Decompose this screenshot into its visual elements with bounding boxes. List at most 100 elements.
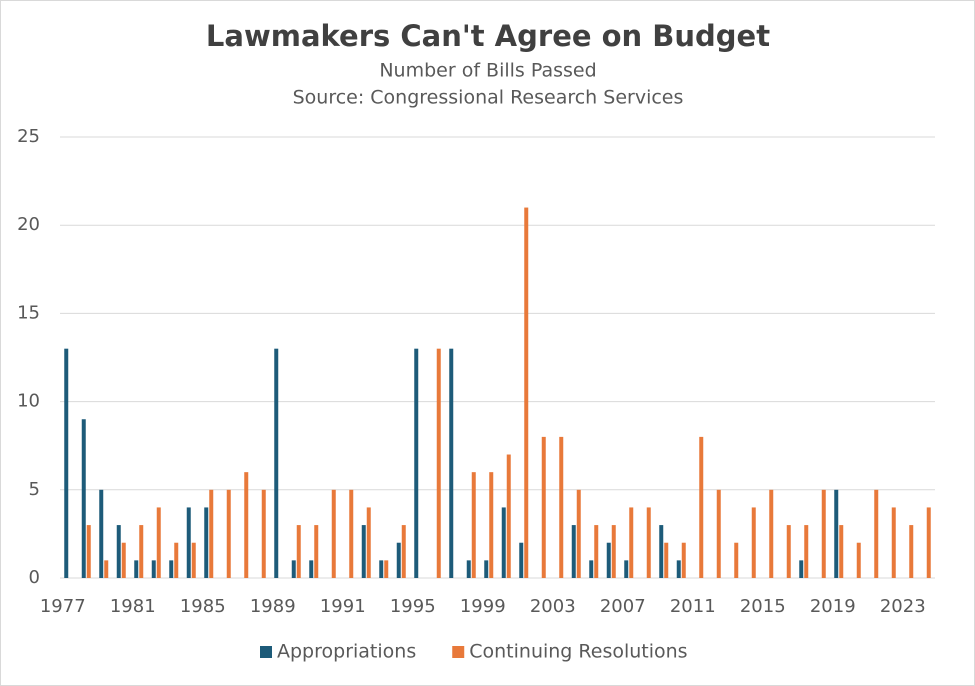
bar (909, 525, 914, 578)
bar (81, 419, 86, 578)
x-tick-label: 2003 (530, 596, 576, 617)
bar (64, 348, 69, 578)
bar (174, 542, 179, 578)
bar (466, 560, 471, 578)
bar (401, 525, 406, 578)
bar (484, 560, 489, 578)
y-tick-label: 25 (17, 126, 40, 147)
bar (699, 436, 704, 578)
x-tick-label: 1977 (40, 596, 86, 617)
y-tick-label: 5 (29, 479, 40, 500)
bar (664, 542, 669, 578)
y-tick-label: 10 (17, 391, 40, 412)
bar (134, 560, 139, 578)
x-tick-label: 2019 (810, 596, 856, 617)
bar (891, 507, 896, 578)
x-tick-label: 2011 (670, 596, 716, 617)
bar (629, 507, 634, 578)
chart-subtitle: Number of Bills Passed (379, 60, 596, 82)
bar (274, 348, 279, 578)
bar (541, 436, 546, 578)
bar (471, 472, 476, 578)
bar (489, 472, 494, 578)
bar (799, 560, 804, 578)
chart-title: Lawmakers Can't Agree on Budget (206, 19, 770, 53)
bar (624, 560, 629, 578)
bar (834, 489, 839, 578)
bar (314, 525, 319, 578)
bar (856, 542, 861, 578)
bar (786, 525, 791, 578)
bar (366, 507, 371, 578)
legend-label: Continuing Resolutions (469, 641, 687, 663)
bar (309, 560, 314, 578)
bar (659, 525, 664, 578)
bar (244, 472, 249, 578)
bar (839, 525, 844, 578)
bar (804, 525, 809, 578)
x-tick-label: 1995 (390, 596, 436, 617)
bar (559, 436, 564, 578)
bar (331, 489, 336, 578)
bar (821, 489, 826, 578)
bar (204, 507, 209, 578)
bar (156, 507, 161, 578)
bar (186, 507, 191, 578)
bar (226, 489, 231, 578)
bar (436, 348, 441, 578)
bar (501, 507, 506, 578)
bar (716, 489, 721, 578)
bar (361, 525, 366, 578)
bar (676, 560, 681, 578)
bar (589, 560, 594, 578)
bar (396, 542, 401, 578)
bar (191, 542, 196, 578)
bar (291, 560, 296, 578)
legend-label: Appropriations (277, 641, 416, 663)
x-tick-label: 1999 (460, 596, 506, 617)
bar (151, 560, 156, 578)
bar (121, 542, 126, 578)
x-tick-label: 2015 (740, 596, 786, 617)
chart-source: Source: Congressional Research Services (293, 87, 684, 109)
y-tick-label: 20 (17, 214, 40, 235)
x-tick-label: 1981 (110, 596, 156, 617)
x-tick-label: 2023 (880, 596, 926, 617)
bar (139, 525, 144, 578)
bar (261, 489, 266, 578)
bar (874, 489, 879, 578)
bar (524, 207, 529, 578)
bar (751, 507, 756, 578)
bar (611, 525, 616, 578)
bar (104, 560, 109, 578)
bar (681, 542, 686, 578)
x-tick-label: 1991 (320, 596, 366, 617)
bar (296, 525, 301, 578)
bar (734, 542, 739, 578)
x-tick-label: 1985 (180, 596, 226, 617)
bar (384, 560, 389, 578)
bar (99, 489, 104, 578)
bar (379, 560, 384, 578)
x-tick-label: 1989 (250, 596, 296, 617)
y-tick-label: 0 (29, 567, 40, 588)
bar (506, 454, 511, 578)
bar (646, 507, 651, 578)
legend-swatch (260, 646, 272, 658)
bar (926, 507, 931, 578)
bar (606, 542, 611, 578)
y-tick-label: 15 (17, 302, 40, 323)
bar (769, 489, 774, 578)
bar (349, 489, 354, 578)
bar (86, 525, 91, 578)
x-tick-label: 2007 (600, 596, 646, 617)
bar (169, 560, 174, 578)
bar (116, 525, 121, 578)
legend-swatch (452, 646, 465, 658)
bar (571, 525, 576, 578)
bar (519, 542, 524, 578)
bar (209, 489, 214, 578)
bar (576, 489, 581, 578)
bar (414, 348, 419, 578)
